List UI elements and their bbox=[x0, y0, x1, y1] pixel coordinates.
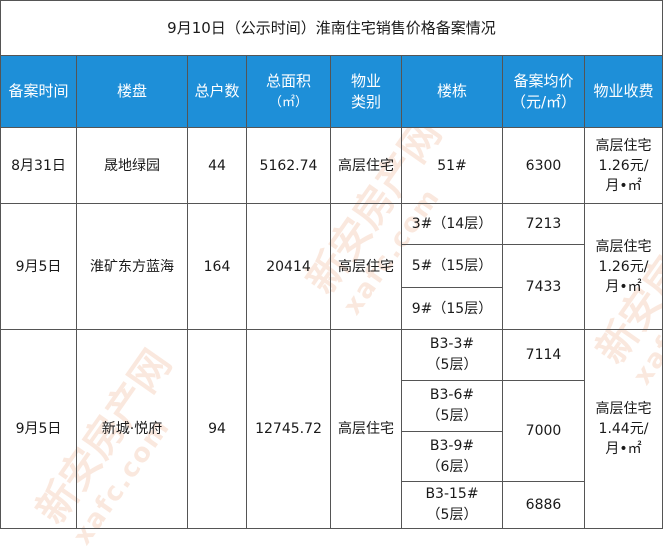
row3-price-2: 7000 bbox=[525, 423, 562, 439]
row3-building-3: B3-9# （6层） bbox=[402, 432, 502, 481]
row3-building-4-name: B3-15# bbox=[425, 486, 479, 502]
row3-fee-line3: 月•㎡ bbox=[605, 441, 642, 457]
row3-project: 新城·悦府 bbox=[101, 421, 163, 437]
row3-building-2-name: B3-6# bbox=[429, 387, 475, 403]
table-title: 9月10日（公示时间）淮南住宅销售价格备案情况 bbox=[167, 19, 496, 37]
row3-price-1: 7114 bbox=[525, 347, 562, 363]
header-fee: 物业收费 bbox=[585, 56, 662, 127]
header-building: 楼栋 bbox=[402, 56, 502, 127]
row3-building-1-floors: （5层） bbox=[426, 357, 478, 373]
row3-building-2-floors: （5层） bbox=[426, 408, 478, 424]
row1-fee-line1: 高层住宅 bbox=[595, 137, 652, 154]
row3-building-2: B3-6# （5层） bbox=[402, 381, 502, 431]
grid-line bbox=[402, 481, 585, 482]
row2-fee-line3: 月•㎡ bbox=[605, 278, 642, 295]
grid-line bbox=[246, 55, 247, 529]
row2-project: 淮矿东方蓝海 bbox=[90, 258, 174, 275]
row3-fee: 高层住宅 1.44元/ 月•㎡ bbox=[585, 330, 662, 528]
row2-building-1: 3#（14层） bbox=[411, 216, 493, 232]
grid-line bbox=[402, 380, 585, 381]
row3-date: 9月5日 bbox=[15, 421, 62, 437]
grid-line bbox=[0, 329, 663, 330]
row1-area: 5162.74 bbox=[259, 157, 318, 174]
grid-line bbox=[402, 431, 502, 432]
row1-type: 高层住宅 bbox=[338, 157, 394, 174]
row2-building-2: 5#（15层） bbox=[411, 258, 493, 274]
header-households: 总户数 bbox=[188, 56, 246, 127]
row3-building-3-name: B3-9# bbox=[429, 437, 475, 454]
header-type-line1: 物业 bbox=[350, 71, 381, 90]
row2-fee: 高层住宅 1.26元/ 月•㎡ bbox=[585, 204, 662, 329]
row3-price-3: 6886 bbox=[525, 497, 562, 513]
header-type-line2: 类别 bbox=[350, 92, 381, 111]
header-area: 总面积 （㎡） bbox=[247, 56, 330, 127]
row3-area: 12745.72 bbox=[255, 421, 322, 437]
row1-fee: 高层住宅 1.26元/ 月•㎡ bbox=[585, 128, 662, 203]
row2-price-2: 7433 bbox=[525, 279, 562, 295]
row2-fee-line1: 高层住宅 bbox=[595, 238, 652, 255]
row3-fee-line2: 1.44元/ bbox=[598, 421, 649, 437]
row1-fee-line3: 月•㎡ bbox=[605, 177, 642, 194]
header-area-label: 总面积 bbox=[265, 71, 311, 90]
header-price: 备案均价 （元/㎡） bbox=[503, 56, 584, 127]
row3-fee-line1: 高层住宅 bbox=[595, 401, 652, 417]
row3-building-4-floors: （5层） bbox=[426, 507, 478, 523]
grid-line bbox=[0, 0, 1, 529]
row2-price-1: 7213 bbox=[525, 216, 562, 232]
grid-line bbox=[0, 203, 663, 204]
header-price-label: 备案均价 bbox=[513, 71, 574, 90]
row3-building-3-floors: （6层） bbox=[426, 458, 478, 475]
grid-line bbox=[187, 55, 188, 529]
row3-building-4: B3-15# （5层） bbox=[402, 482, 502, 528]
row3-building-1-name: B3-3# bbox=[429, 336, 475, 352]
grid-line bbox=[402, 287, 502, 288]
grid-line bbox=[401, 55, 402, 529]
header-date: 备案时间 bbox=[1, 56, 76, 127]
row2-households: 164 bbox=[203, 258, 231, 275]
row2-date: 9月5日 bbox=[15, 258, 62, 275]
header-price-unit: （元/㎡） bbox=[510, 92, 577, 111]
row3-type: 高层住宅 bbox=[338, 421, 394, 437]
row1-project: 晟地绿园 bbox=[104, 157, 160, 174]
grid-line bbox=[502, 55, 503, 529]
header-type: 物业 类别 bbox=[331, 56, 401, 127]
row1-building: 51# bbox=[437, 157, 467, 174]
row3-building-1: B3-3# （5层） bbox=[402, 330, 502, 380]
grid-line bbox=[0, 0, 663, 1]
row2-type: 高层住宅 bbox=[338, 258, 394, 275]
header-project: 楼盘 bbox=[77, 56, 187, 127]
row1-date: 8月31日 bbox=[11, 157, 66, 174]
grid-line bbox=[330, 55, 331, 529]
row2-area: 20414 bbox=[266, 258, 311, 275]
grid-line bbox=[584, 55, 585, 529]
header-area-unit: （㎡） bbox=[268, 94, 308, 110]
grid-line bbox=[0, 55, 663, 56]
row1-fee-line2: 1.26元/ bbox=[598, 157, 649, 174]
grid-line bbox=[76, 55, 77, 529]
row1-households: 44 bbox=[208, 157, 226, 174]
row2-fee-line2: 1.26元/ bbox=[598, 258, 649, 275]
row2-building-3: 9#（15层） bbox=[411, 300, 493, 317]
grid-line bbox=[0, 127, 663, 128]
row1-price: 6300 bbox=[525, 157, 562, 174]
row3-households: 94 bbox=[208, 421, 226, 437]
grid-line bbox=[402, 244, 585, 245]
